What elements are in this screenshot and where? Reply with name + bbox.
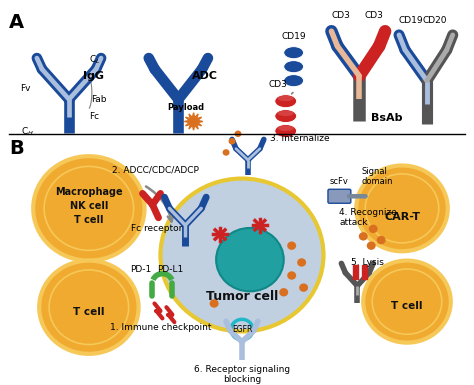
- Circle shape: [377, 236, 386, 244]
- Text: 1. Immune checkpoint: 1. Immune checkpoint: [109, 323, 211, 331]
- Circle shape: [349, 194, 354, 199]
- Text: ADC: ADC: [192, 71, 218, 81]
- Circle shape: [356, 194, 361, 199]
- Bar: [362, 265, 367, 279]
- Text: BsAb: BsAb: [371, 113, 403, 123]
- Circle shape: [287, 271, 296, 280]
- Text: Fc: Fc: [89, 112, 99, 121]
- Circle shape: [216, 228, 284, 291]
- Text: C$_H$: C$_H$: [21, 126, 34, 138]
- Circle shape: [367, 241, 376, 250]
- FancyBboxPatch shape: [328, 189, 351, 203]
- Circle shape: [363, 194, 368, 199]
- Ellipse shape: [275, 95, 297, 108]
- Text: T cell: T cell: [74, 215, 104, 225]
- Circle shape: [359, 232, 368, 241]
- Text: Fv: Fv: [20, 84, 30, 93]
- Text: CD19: CD19: [282, 32, 306, 41]
- Text: 3. Internalize: 3. Internalize: [270, 134, 329, 143]
- Circle shape: [297, 258, 306, 267]
- Text: Payload: Payload: [167, 102, 204, 112]
- Text: 6. Receptor signaling
blocking: 6. Receptor signaling blocking: [194, 365, 290, 385]
- Text: T cell: T cell: [391, 301, 423, 311]
- Text: CD19: CD19: [399, 16, 423, 25]
- Text: C$_L$: C$_L$: [89, 54, 100, 67]
- Text: Fab: Fab: [91, 95, 106, 104]
- Circle shape: [235, 131, 241, 137]
- Circle shape: [287, 241, 296, 250]
- Text: Signal
domain: Signal domain: [361, 167, 393, 186]
- Circle shape: [299, 283, 308, 292]
- Text: 4. Recognize
attack: 4. Recognize attack: [339, 208, 397, 227]
- Text: Macrophage: Macrophage: [55, 187, 123, 198]
- Circle shape: [363, 261, 451, 343]
- Circle shape: [361, 194, 365, 199]
- Ellipse shape: [275, 110, 297, 122]
- Text: PD-L1: PD-L1: [157, 265, 183, 274]
- Circle shape: [347, 194, 352, 199]
- Text: CD3: CD3: [332, 11, 351, 20]
- Circle shape: [356, 166, 448, 251]
- Text: NK cell: NK cell: [70, 201, 108, 211]
- Circle shape: [39, 261, 138, 354]
- Text: EGFR: EGFR: [232, 325, 252, 334]
- Text: CD3: CD3: [268, 80, 287, 89]
- Text: A: A: [9, 13, 25, 32]
- Ellipse shape: [284, 75, 304, 87]
- Text: CD3: CD3: [365, 11, 383, 20]
- Circle shape: [279, 288, 288, 296]
- Text: 2. ADCC/CDC/ADCP: 2. ADCC/CDC/ADCP: [112, 165, 199, 174]
- Ellipse shape: [278, 110, 294, 116]
- Circle shape: [210, 299, 219, 308]
- Circle shape: [228, 138, 236, 144]
- Ellipse shape: [284, 60, 304, 73]
- Text: CD20: CD20: [423, 16, 447, 25]
- Text: B: B: [9, 139, 24, 158]
- Ellipse shape: [284, 47, 304, 59]
- Circle shape: [33, 156, 145, 261]
- Text: T cell: T cell: [73, 307, 105, 317]
- Text: CAR-T: CAR-T: [384, 212, 420, 222]
- Text: Fc receptor: Fc receptor: [131, 224, 182, 233]
- Text: PD-1: PD-1: [130, 265, 151, 274]
- Ellipse shape: [275, 124, 297, 137]
- Circle shape: [161, 179, 323, 331]
- Ellipse shape: [278, 126, 294, 131]
- Text: scFv: scFv: [330, 177, 349, 186]
- Text: 5. Lysis: 5. Lysis: [351, 258, 384, 267]
- Circle shape: [354, 194, 359, 199]
- Text: IgG: IgG: [83, 71, 104, 81]
- Ellipse shape: [278, 95, 294, 101]
- Bar: [353, 265, 358, 279]
- Circle shape: [223, 149, 229, 156]
- Text: Tumor cell: Tumor cell: [206, 290, 278, 303]
- Circle shape: [351, 194, 356, 199]
- Circle shape: [358, 194, 363, 199]
- Circle shape: [369, 225, 378, 233]
- Polygon shape: [184, 113, 203, 130]
